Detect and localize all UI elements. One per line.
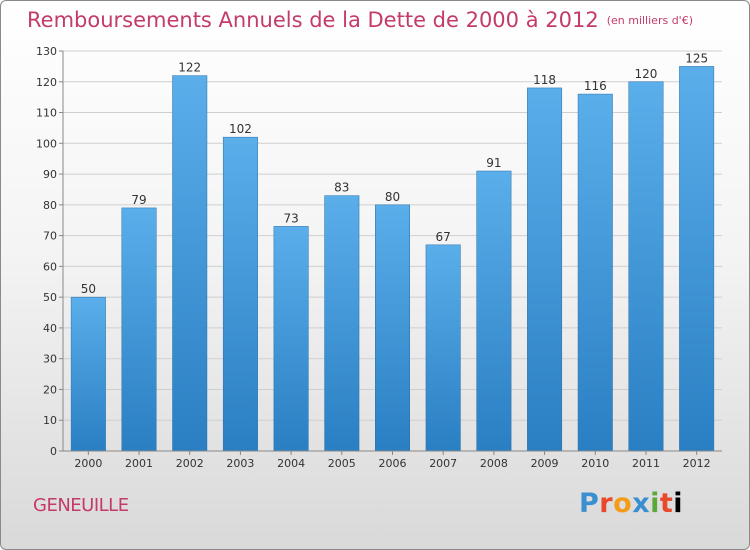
data-label: 67 [436, 230, 451, 244]
data-label: 80 [385, 190, 400, 204]
data-label: 118 [533, 73, 556, 87]
logo-letter: i [673, 488, 684, 519]
data-label: 120 [635, 67, 658, 81]
x-tick-label: 2004 [277, 457, 305, 470]
y-tick-label: 80 [43, 199, 57, 212]
x-tick-label: 2010 [581, 457, 609, 470]
bar [527, 87, 563, 452]
logo-letter: t [659, 488, 674, 519]
data-label: 73 [283, 211, 298, 225]
y-tick-label: 60 [43, 260, 57, 273]
data-label: 83 [334, 181, 349, 195]
logo-letter: x [632, 488, 651, 519]
data-label: 50 [81, 282, 96, 296]
bar [375, 204, 410, 452]
data-label: 91 [486, 156, 501, 170]
x-tick-label: 2007 [429, 457, 457, 470]
bar [628, 81, 664, 452]
bar [425, 244, 461, 452]
data-label: 102 [229, 122, 252, 136]
x-tick-label: 2002 [176, 457, 204, 470]
bar [476, 170, 512, 452]
data-label: 79 [131, 193, 146, 207]
logo-letter: P [579, 488, 600, 519]
y-tick-label: 0 [50, 445, 57, 458]
data-label: 125 [685, 51, 708, 65]
logo-letter: r [599, 488, 614, 519]
logo-letter: i [650, 488, 660, 519]
x-tick-label: 2000 [74, 457, 102, 470]
chart-title-text: Remboursements Annuels de la Dette de 20… [27, 8, 599, 32]
y-tick-label: 30 [43, 353, 57, 366]
x-tick-label: 2012 [683, 457, 711, 470]
x-tick-label: 2005 [328, 457, 356, 470]
bars [70, 66, 715, 452]
bar [222, 136, 258, 452]
data-label: 122 [178, 61, 201, 75]
y-tick-label: 70 [43, 230, 57, 243]
bar [324, 195, 360, 452]
logo-letter: o [613, 488, 633, 519]
y-tick-label: 110 [36, 107, 57, 120]
data-labels: 50 79 122 102 73 83 80 67 91 118 116 120 125 [81, 51, 708, 296]
axes: 0 10 20 30 40 50 60 70 80 90 100 110 120 130 2000 2001 2… [36, 45, 722, 470]
y-tick-label: 20 [43, 383, 57, 396]
bar [172, 75, 208, 452]
bar [273, 226, 309, 452]
x-tick-label: 2001 [125, 457, 153, 470]
x-tick-label: 2009 [531, 457, 559, 470]
x-tick-label: 2011 [632, 457, 660, 470]
y-tick-label: 40 [43, 322, 57, 335]
x-tick-label: 2006 [379, 457, 407, 470]
unit-label: (en milliers d'€) [606, 14, 693, 27]
chart-title: Remboursements Annuels de la Dette de 20… [27, 8, 693, 32]
y-tick-label: 50 [43, 291, 57, 304]
bar [577, 93, 613, 452]
proxiti-logo: Proxiti [579, 488, 683, 519]
y-tick-label: 120 [36, 76, 57, 89]
y-tick-label: 100 [36, 137, 57, 150]
bar [121, 207, 157, 452]
y-tick-label: 90 [43, 168, 57, 181]
data-label: 116 [584, 79, 607, 93]
x-tick-label: 2008 [480, 457, 508, 470]
x-tick-label: 2003 [226, 457, 254, 470]
bar [679, 66, 715, 452]
bar [70, 296, 106, 452]
y-tick-label: 10 [43, 414, 57, 427]
commune-name: GENEUILLE [33, 495, 129, 516]
y-tick-label: 130 [36, 45, 57, 58]
